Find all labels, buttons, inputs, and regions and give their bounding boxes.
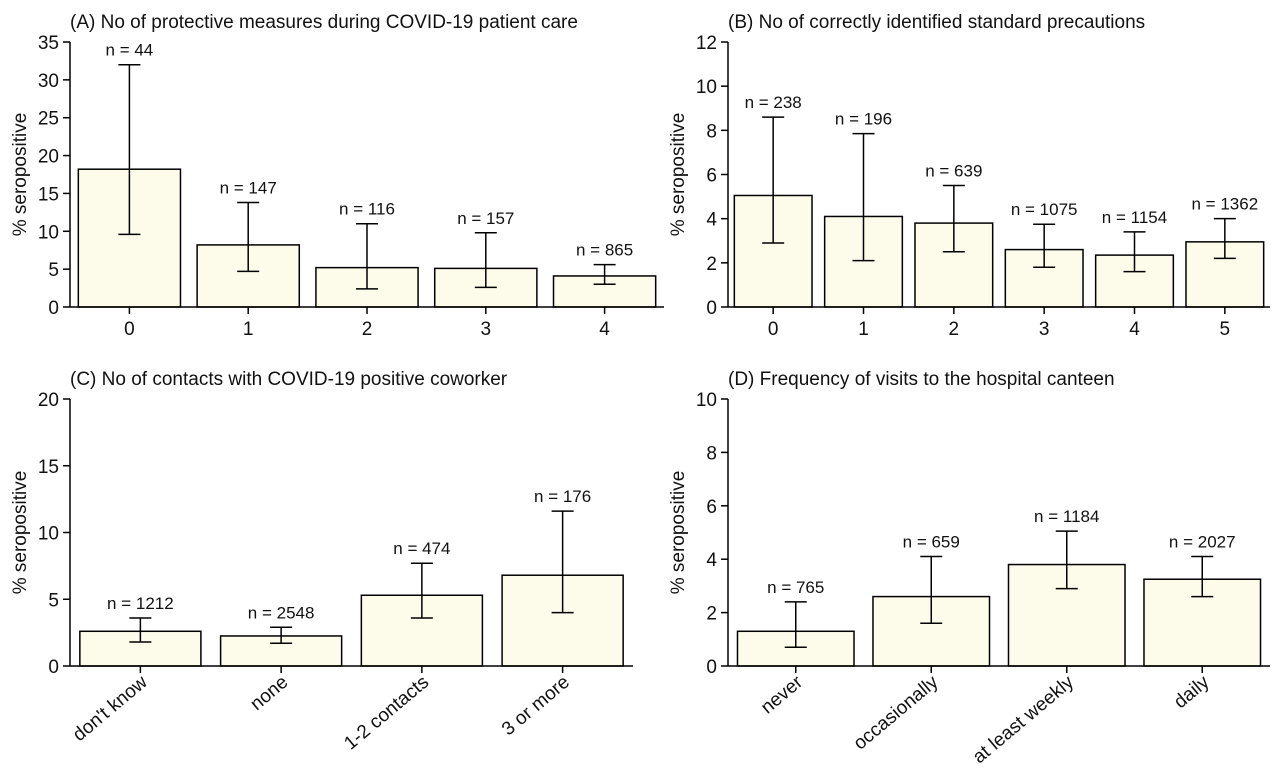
panel-d-xtick-label: occasionally	[850, 671, 943, 754]
panel-a-xtick-label: 0	[124, 319, 135, 340]
panel-a-n-label: n = 147	[220, 179, 277, 198]
panel-a-ytick-label: 30	[38, 71, 59, 92]
panel-b-ytick-label: 0	[706, 298, 717, 319]
panel-b-n-label: n = 238	[745, 93, 802, 112]
panel-c-ylabel: % seropositive	[10, 471, 31, 595]
panel-b-xtick-label: 4	[1129, 319, 1140, 340]
panel-a-xtick-label: 3	[481, 319, 492, 340]
panel-d-n-label: n = 1184	[1034, 507, 1099, 526]
panel-b-error-bar	[942, 184, 965, 253]
panel-b-error-bar	[1123, 231, 1146, 273]
panel-b-error-bar	[1213, 217, 1236, 260]
panel-b-ytick-label: 4	[706, 210, 717, 231]
panel-a-error-bar	[356, 222, 378, 290]
panel-d-ytick-label: 2	[706, 604, 717, 625]
panel-d-title: (D) Frequency of visits to the hospital …	[728, 369, 1115, 390]
panel-a-error-bar	[593, 263, 616, 286]
panel-d-error-bar	[1191, 555, 1214, 598]
panel-d-ytick-label: 8	[706, 443, 717, 464]
panel-c-ytick-label: 0	[48, 657, 59, 678]
panel-b: (B) No of correctly identified standard …	[668, 12, 1270, 340]
panel-c-n-label: n = 176	[534, 487, 591, 506]
panel-a-xtick-label: 1	[243, 319, 254, 340]
panel-d-n-label: n = 765	[767, 578, 824, 597]
panel-d-bar	[736, 630, 855, 667]
panel-c-xtick-label: none	[246, 672, 292, 715]
panel-b-xtick-label: 5	[1220, 319, 1231, 340]
panel-a-ytick-label: 35	[38, 33, 59, 54]
panel-c-ytick-label: 5	[48, 590, 59, 611]
panel-a-ytick-label: 5	[48, 260, 59, 281]
panel-a-ytick-label: 25	[38, 109, 59, 130]
panel-b-title: (B) No of correctly identified standard …	[728, 12, 1145, 33]
panel-a: (A) No of protective measures during COV…	[10, 12, 664, 340]
panel-b-xtick-label: 1	[858, 319, 869, 340]
panel-b-n-label: n = 196	[835, 110, 892, 129]
panel-d-n-label: n = 2027	[1169, 533, 1236, 552]
panel-c-xtick-label: don't know	[69, 672, 152, 746]
panel-c-ytick-label: 10	[38, 524, 59, 545]
panel-d-error-bar	[920, 555, 943, 625]
panel-b-ytick-label: 2	[706, 254, 717, 275]
panel-a-n-label: n = 865	[576, 241, 633, 260]
panel-d-xtick-label: at least weekly	[969, 671, 1078, 768]
panel-d-error-bar	[1055, 530, 1078, 590]
panel-d-ytick-label: 4	[706, 550, 717, 571]
panel-c-n-label: n = 2548	[248, 603, 315, 622]
panel-c-error-bar	[551, 510, 574, 614]
panel-b-xtick-label: 3	[1039, 319, 1050, 340]
panel-c-error-bar	[270, 626, 293, 645]
panel-d-ytick-label: 0	[706, 657, 717, 678]
panel-a-ytick-label: 0	[48, 298, 59, 319]
panel-a-n-label: n = 157	[457, 209, 514, 228]
panel-c-error-bar	[129, 617, 152, 643]
panel-d-n-label: n = 659	[903, 533, 960, 552]
panel-d: (D) Frequency of visits to the hospital …	[668, 369, 1270, 768]
panel-b-n-label: n = 639	[925, 162, 982, 181]
panel-c-ytick-label: 15	[38, 457, 59, 478]
panel-a-error-bar	[118, 63, 141, 236]
panel-c-xtick-label: 3 or more	[498, 672, 574, 740]
panel-a-xtick-label: 4	[599, 319, 610, 340]
panel-b-n-label: n = 1154	[1102, 208, 1167, 227]
panel-a-error-bar	[474, 232, 497, 289]
panel-b-xtick-label: 2	[949, 319, 960, 340]
panel-c-error-bar	[410, 562, 433, 619]
panel-b-xtick-label: 0	[768, 319, 779, 340]
panel-a-ylabel: % seropositive	[10, 113, 31, 237]
panel-b-ytick-label: 12	[696, 33, 717, 54]
panel-a-ytick-label: 10	[38, 222, 59, 243]
panel-b-error-bar	[762, 116, 785, 244]
panel-b-error-bar	[852, 132, 875, 262]
panel-a-n-label: n = 116	[339, 200, 395, 219]
panel-b-error-bar	[1033, 223, 1056, 268]
panel-b-ytick-label: 6	[706, 166, 717, 187]
panel-a-ytick-label: 20	[38, 147, 59, 168]
panel-b-n-label: n = 1362	[1192, 195, 1259, 214]
panel-c-title: (C) No of contacts with COVID-19 positiv…	[70, 369, 508, 390]
panel-b-n-label: n = 1075	[1011, 200, 1078, 219]
panel-c-n-label: n = 474	[393, 539, 450, 558]
panel-a-n-label: n = 44	[106, 41, 154, 60]
panel-d-xtick-label: daily	[1170, 671, 1214, 713]
panel-a-title: (A) No of protective measures during COV…	[70, 12, 578, 33]
panel-a-ytick-label: 15	[38, 184, 59, 205]
panel-d-ylabel: % seropositive	[668, 471, 689, 595]
panel-b-ytick-label: 8	[706, 121, 717, 142]
panel-d-xtick-label: never	[757, 671, 807, 718]
panel-b-ytick-label: 10	[696, 77, 717, 98]
panel-b-ylabel: % seropositive	[668, 113, 689, 237]
panel-c-xtick-label: 1-2 contacts	[340, 672, 433, 755]
panel-c: (C) No of contacts with COVID-19 positiv…	[10, 369, 633, 754]
panel-c-n-label: n = 1212	[107, 594, 174, 613]
panel-d-error-bar	[784, 601, 807, 649]
panel-a-xtick-label: 2	[362, 319, 373, 340]
panel-d-ytick-label: 10	[696, 390, 717, 411]
panel-c-ytick-label: 20	[38, 390, 59, 411]
panel-a-error-bar	[237, 201, 260, 273]
panel-d-ytick-label: 6	[706, 497, 717, 518]
